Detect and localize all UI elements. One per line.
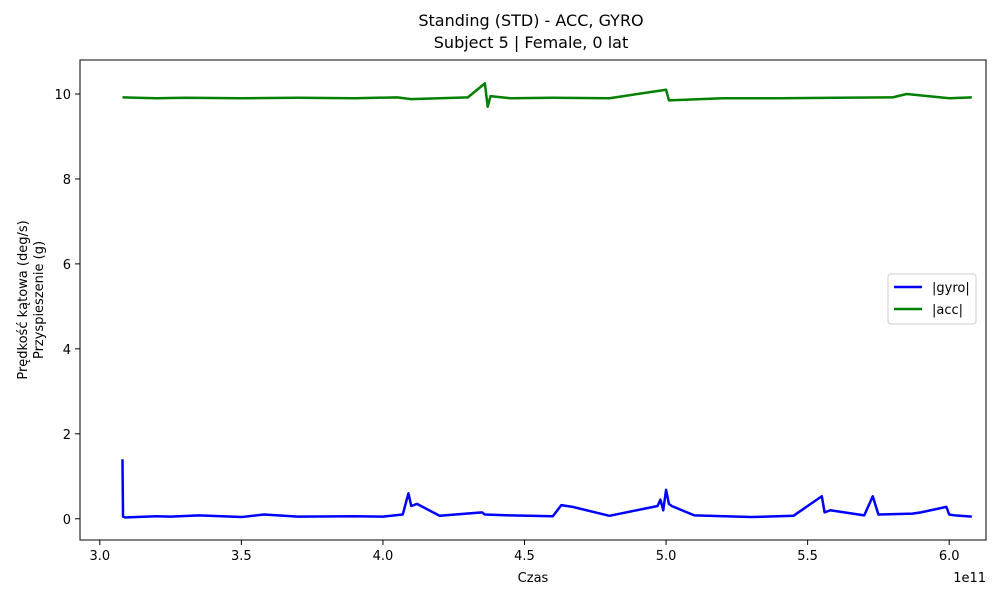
chart-subtitle: Subject 5 | Female, 0 lat bbox=[434, 33, 628, 52]
y-tick-label: 2 bbox=[63, 428, 71, 443]
x-axis-ticks: 3.0 3.5 4.0 4.5 5.0 5.5 6.0 bbox=[89, 540, 960, 564]
y-tick-label: 0 bbox=[63, 513, 71, 528]
x-axis-multiplier: 1e11 bbox=[953, 571, 986, 586]
chart-title: Standing (STD) - ACC, GYRO bbox=[418, 11, 643, 30]
y-axis-label-line-1: Prędkość kątowa (deg/s) bbox=[16, 220, 31, 379]
x-axis-label: Czas bbox=[518, 571, 549, 586]
plot-frame bbox=[79, 59, 987, 541]
x-tick-label: 6.0 bbox=[939, 549, 960, 564]
legend-gyro-label: |gyro| bbox=[932, 281, 970, 296]
x-tick-label: 4.0 bbox=[373, 549, 394, 564]
y-tick-label: 4 bbox=[63, 343, 71, 358]
x-tick-label: 3.0 bbox=[89, 549, 110, 564]
plot-lines bbox=[121, 82, 972, 519]
y-axis-label-line-2: Przyspieszenie (g) bbox=[32, 241, 47, 359]
series-line-gyro bbox=[121, 459, 972, 519]
x-tick-label: 4.5 bbox=[514, 549, 535, 564]
x-tick-label: 3.5 bbox=[231, 549, 252, 564]
x-tick-label: 5.5 bbox=[797, 549, 818, 564]
legend: |gyro| |acc| bbox=[887, 273, 977, 325]
y-tick-label: 6 bbox=[63, 258, 71, 273]
y-axis-ticks: 0 2 4 6 8 10 bbox=[54, 88, 80, 528]
series-line-acc bbox=[122, 82, 972, 108]
legend-acc-label: |acc| bbox=[932, 303, 963, 318]
y-tick-label: 8 bbox=[63, 173, 71, 188]
y-tick-label: 10 bbox=[54, 88, 71, 103]
x-tick-label: 5.0 bbox=[656, 549, 677, 564]
